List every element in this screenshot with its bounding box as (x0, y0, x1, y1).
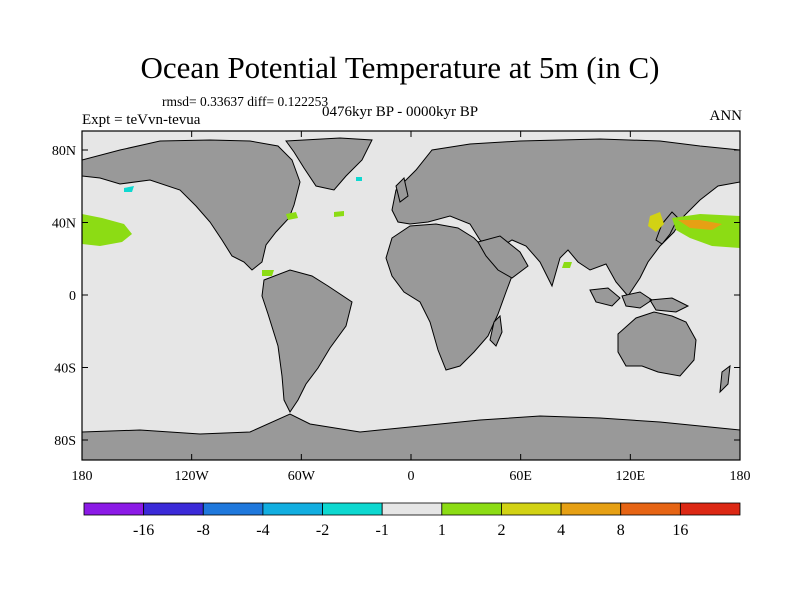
colorbar-label: -8 (197, 522, 210, 539)
lat-label: 80S (54, 434, 76, 449)
anomaly-patch-atlantic-east (334, 211, 344, 217)
landmass-madagascar (489, 314, 503, 347)
colorbar-label: -4 (256, 522, 269, 539)
lat-label: 0 (69, 289, 76, 304)
anomaly-patch-yellow-sea (648, 212, 664, 232)
longitude-axis: 180 120W 60W 0 60E 120E 180 (72, 131, 751, 484)
stats-text: rmsd= 0.33637 diff= 0.122253 (162, 94, 329, 109)
colorbar-swatch (501, 502, 562, 516)
landmass-south-america (261, 269, 353, 413)
colorbar: -16 -8 -4 -2 -1 1 2 4 8 16 (83, 502, 741, 539)
anomaly-patch-kuroshio-warm (678, 220, 722, 230)
season-label: ANN (709, 108, 743, 124)
colorbar-label: 2 (497, 522, 505, 539)
experiment-label: Expt = teVvn-tevua (82, 112, 201, 128)
colorbar-label: 8 (617, 522, 625, 539)
colorbar-swatch (620, 502, 681, 516)
landmass-greenland (285, 137, 373, 191)
colorbar-label: 1 (438, 522, 446, 539)
colorbar-swatch (322, 502, 383, 516)
colorbar-label: -1 (376, 522, 389, 539)
lon-label: 180 (72, 469, 93, 484)
anomaly-patch-north-pacific-east (82, 214, 132, 246)
colorbar-swatch (262, 502, 323, 516)
lat-label: 40N (52, 217, 76, 232)
lon-label: 60E (509, 469, 532, 484)
colorbar-swatch (441, 502, 502, 516)
landmass-arabia (477, 235, 529, 279)
lon-label: 120W (175, 469, 210, 484)
land-layer (82, 137, 740, 460)
colorbar-label: -2 (316, 522, 329, 539)
anomaly-patch-caribbean (262, 270, 274, 276)
lon-label: 0 (408, 469, 415, 484)
lon-label: 60W (288, 469, 316, 484)
landmass-indonesia (589, 287, 690, 313)
lat-label: 40S (54, 362, 76, 377)
lat-label: 80N (52, 144, 76, 159)
landmass-africa (385, 223, 513, 371)
anomaly-patch-alaska-cyan (124, 186, 134, 192)
landmass-japan (655, 211, 679, 245)
landmass-british-isles (395, 177, 409, 203)
map-panel: 80N 40N 0 40S 80S 180 120W 60W 0 60E 120E 180 (52, 130, 751, 484)
landmass-australia (617, 311, 697, 377)
period-label: 0476kyr BP - 0000kyr BP (322, 104, 479, 120)
colorbar-label: 16 (672, 522, 688, 539)
landmass-new-zealand (719, 364, 731, 394)
latitude-axis: 80N 40N 0 40S 80S (52, 144, 740, 449)
anomaly-patch-arabian-sea (562, 262, 572, 268)
lon-label: 180 (730, 469, 751, 484)
landmass-antarctica (82, 413, 740, 460)
colorbar-swatch (202, 502, 264, 516)
colorbar-label: 4 (557, 522, 565, 539)
colorbar-label: -16 (133, 522, 154, 539)
landmass-north-america (82, 139, 301, 271)
colorbar-swatch (679, 502, 741, 516)
anomaly-patch-labrador-cyan (356, 177, 362, 181)
colorbar-swatch (560, 502, 622, 516)
colorbar-swatch (381, 502, 443, 516)
lon-label: 120E (616, 469, 646, 484)
anomaly-patch-atlantic (286, 212, 298, 220)
colorbar-swatch (83, 502, 145, 516)
map-title: Ocean Potential Temperature at 5m (in C) (140, 50, 660, 85)
colorbar-swatch (143, 502, 204, 516)
